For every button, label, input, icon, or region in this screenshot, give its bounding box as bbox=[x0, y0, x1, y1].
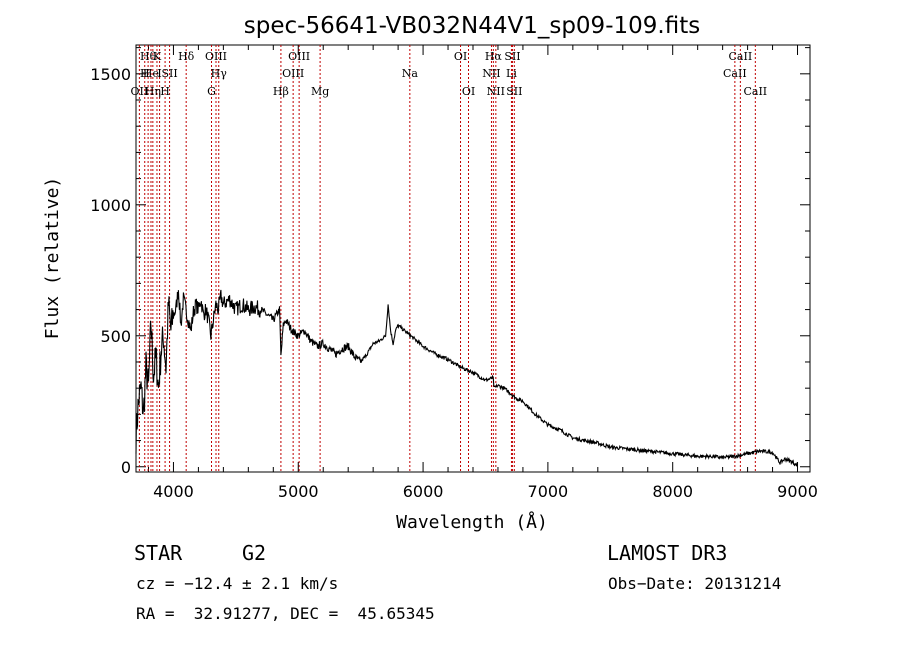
spectral-line-label: CaII bbox=[723, 67, 747, 80]
redshift-text: cz = −12.4 ± 2.1 km/s bbox=[136, 574, 339, 593]
spectral-line-label: OI bbox=[454, 50, 467, 63]
x-tick-label: 4000 bbox=[153, 482, 194, 501]
x-tick-label: 8000 bbox=[652, 482, 693, 501]
spectral-line-label: OII bbox=[131, 85, 149, 98]
spectral-line-label: Hη bbox=[145, 85, 161, 98]
spectral-line-markers bbox=[138, 45, 756, 472]
spectral-line-label: Hβ bbox=[273, 85, 289, 98]
spectral-line-label: NII bbox=[487, 85, 505, 98]
y-tick-label: 1000 bbox=[90, 196, 131, 215]
y-tick-label: 0 bbox=[121, 458, 131, 477]
spectral-line-label: He bbox=[143, 67, 159, 80]
spectral-line-label: Mg bbox=[311, 85, 329, 98]
x-tick-label: 9000 bbox=[777, 482, 818, 501]
spectral-line-label: I bbox=[157, 67, 161, 80]
spectral-line-label: OIII bbox=[282, 67, 304, 80]
spectral-line-label: Na bbox=[402, 67, 419, 80]
spectral-line-label: CaII bbox=[729, 50, 753, 63]
spectral-line-label: NII bbox=[482, 67, 500, 80]
spectral-line-label: OI bbox=[462, 85, 475, 98]
spectral-line-label: SII bbox=[161, 67, 177, 80]
spectral-line-label: Hγ bbox=[211, 67, 228, 80]
survey-name: LAMOST DR3 bbox=[607, 541, 728, 565]
spectral-line-label: OIII bbox=[288, 50, 310, 63]
coordinates: RA = 32.91277, DEC = 45.65345 bbox=[136, 604, 435, 623]
spectral-line-label: Hα bbox=[485, 50, 503, 63]
chart-title: spec-56641-VB032N44V1_sp09-109.fits bbox=[244, 13, 700, 39]
spectral-line-label: SII bbox=[506, 85, 522, 98]
x-tick-label: 6000 bbox=[403, 482, 444, 501]
spectral-line-label: G bbox=[207, 85, 216, 98]
spectral-line-label: K bbox=[153, 50, 162, 63]
spectral-line-label: SII bbox=[504, 50, 520, 63]
y-axis-label: Flux (relative) bbox=[42, 177, 63, 340]
x-tick-label: 7000 bbox=[528, 482, 569, 501]
x-tick-label: 5000 bbox=[278, 482, 319, 501]
object-subclass: G2 bbox=[242, 541, 267, 565]
spectral-line-label: OIII bbox=[205, 50, 227, 63]
object-class: STAR bbox=[134, 541, 183, 565]
spectral-line-label: CaII bbox=[743, 85, 767, 98]
x-axis-label: Wavelength (Å) bbox=[396, 511, 548, 533]
y-tick-label: 500 bbox=[100, 327, 131, 346]
spectral-line-label: H bbox=[160, 85, 170, 98]
spectral-line-label: H bbox=[140, 67, 150, 80]
spectrum-series bbox=[135, 289, 799, 467]
spectral-line-label: Hθ bbox=[140, 50, 157, 63]
plot-frame bbox=[135, 44, 811, 473]
y-tick-label: 1500 bbox=[90, 65, 131, 84]
obs-date: Obs−Date: 20131214 bbox=[608, 574, 782, 593]
plot-axes: 4000 5000 6000 7000 8000 9000 0 500 1000 1500 bbox=[90, 44, 818, 501]
spectral-line-label: Li bbox=[506, 67, 517, 80]
spectral-line-label: Hδ bbox=[178, 50, 195, 63]
